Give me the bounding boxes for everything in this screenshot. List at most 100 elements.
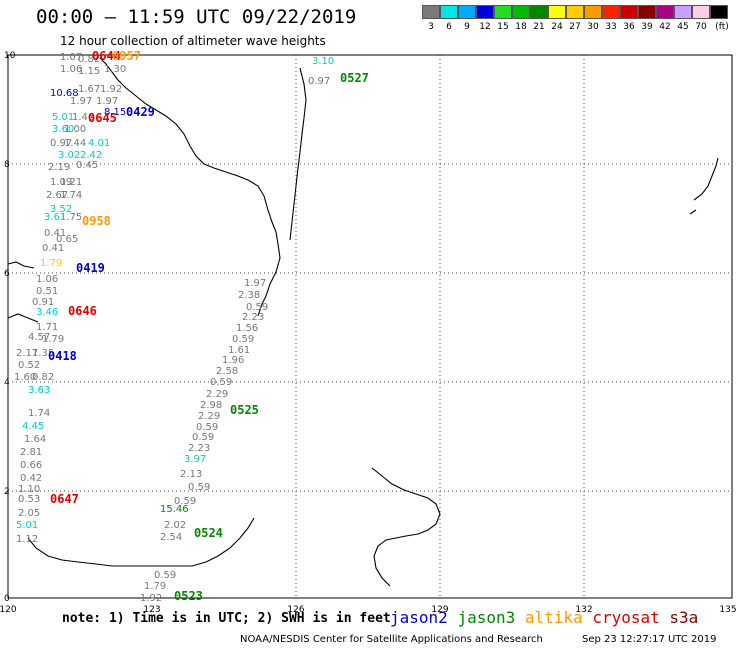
satellite-name-altika: altika [524,608,593,627]
coastline-sulawesi [371,467,441,587]
wave-height-label: 4.57 [28,332,50,343]
pass-time-label: 0645 [88,111,117,125]
legend-swatch [674,5,692,19]
legend-label: 3 [428,22,434,32]
wave-height-label: 1.46 [72,112,94,123]
legend-label: 30 [587,22,599,32]
legend-label: 45 [677,22,689,32]
wave-height-label: 2.58 [216,366,238,377]
wave-height-label: 4.45 [22,421,44,432]
legend-swatch [548,5,566,19]
wave-height-label: 3.46 [36,307,58,318]
wave-height-label: 1.79 [42,334,64,345]
legend-label: 39 [641,22,653,32]
legend-label: 18 [515,22,527,32]
wave-height-label: 1.92 [100,84,122,95]
legend-swatch [440,5,458,19]
wave-height-label: 2.23 [242,312,264,323]
legend-swatch [692,5,710,19]
wave-height-label: 0.59 [210,377,232,388]
wave-height-label: 1.74 [60,190,82,201]
wave-height-label: 15.46 [160,504,189,515]
wave-height-label: 1.71 [36,322,58,333]
y-tick-label: 10 [4,51,16,61]
coastline [7,57,719,587]
y-tick-label: 2 [4,487,10,497]
pass-time-label: 0646 [68,304,97,318]
wave-height-label: 2.02 [164,520,186,531]
wave-height-label: 1.35 [32,348,54,359]
legend-swatch [476,5,494,19]
pass-time-label: 0429 [126,105,155,119]
coastline-islands [7,157,719,323]
wave-height-label: 2.05 [18,508,40,519]
wave-height-label: 1.64 [24,434,46,445]
legend-label: 12 [479,22,491,32]
wave-height-label: 1.56 [236,323,258,334]
satellite-name-jason2: jason2 [390,608,458,627]
wave-height-label: 0.91 [32,297,54,308]
page-title: 00:00 – 11:59 UTC 09/22/2019 [36,6,357,28]
wave-height-label: 1.97 [70,96,92,107]
satellite-name-cryosat: cryosat [592,608,670,627]
wave-height-label: 0.66 [20,460,42,471]
legend-label: 15 [497,22,509,32]
wave-height-label: 1.07 [60,52,82,63]
page-subtitle: 12 hour collection of altimeter wave hei… [60,34,326,48]
wave-height-label: 0.97 [308,76,330,87]
satellite-legend: jason2 jason3 altika cryosat s3a [390,608,698,627]
wave-height-label: 3.52 [50,204,72,215]
pass-time-label: 0418 [48,349,77,363]
legend-swatch [512,5,530,19]
pass-time-label: 0419 [76,261,105,275]
wave-height-label: 1.12 [16,534,38,545]
map-frame [7,54,733,599]
legend-label: 9 [464,22,470,32]
wave-height-label: 3.97 [184,454,206,465]
generated-timestamp: Sep 23 12:27:17 UTC 2019 [582,634,717,645]
wave-height-label: 1.92 [140,593,162,604]
footnote: note: 1) Time is in UTC; 2) SWH is in fe… [62,611,391,626]
legend-label: 33 [605,22,617,32]
wave-height-label: 0.59 [232,334,254,345]
wave-height-label: 0.52 [18,360,40,371]
legend-swatch [584,5,602,19]
wave-height-label: 1.97 [244,278,266,289]
wave-height-label: 1.74 [28,408,50,419]
wave-height-label: 0.41 [44,228,66,239]
legend-swatch [422,5,440,19]
wave-height-label: 0.82 [78,54,100,65]
wave-height-label: 2.29 [198,411,220,422]
graticule-grid [8,55,732,598]
pass-time-label: 0524 [194,526,223,540]
satellite-name-jason3: jason3 [457,608,525,627]
wave-height-label: 0.59 [188,482,210,493]
wave-height-label: 0.45 [76,160,98,171]
color-legend-labels: 3 6 9 12 15 18 21 24 27 30 33 36 39 42 45 70 (ft) [422,22,734,32]
legend-swatch [620,5,638,19]
legend-swatch [566,5,584,19]
legend-label: 24 [551,22,563,32]
legend-label: 21 [533,22,545,32]
wave-height-label: 1.96 [222,355,244,366]
legend-label: 70 [695,22,707,32]
wave-height-label: 1.15 [78,66,100,77]
wave-height-label: 1.06 [36,274,58,285]
x-tick-label: 132 [575,605,592,615]
legend-swatch [494,5,512,19]
wave-height-label: 2.81 [20,447,42,458]
wave-height-label: 0.97 [50,138,72,149]
wave-height-label: 1.30 [104,64,126,75]
coastline-south [27,517,255,567]
wave-height-label: 0.59 [174,496,196,507]
wave-height-label: 1.10 [18,484,40,495]
pass-time-label: 0523 [174,589,203,603]
wave-height-label: 2.42 [80,150,102,161]
wave-height-label: 0.59 [246,302,268,313]
wave-height-label: 3.63 [28,385,50,396]
pass-time-label: 0525 [230,403,259,417]
wave-height-label: 1.21 [60,177,82,188]
satellite-name-s3a: s3a [669,608,699,627]
wave-height-label: 2.23 [188,443,210,454]
x-tick-label: 129 [431,605,448,615]
